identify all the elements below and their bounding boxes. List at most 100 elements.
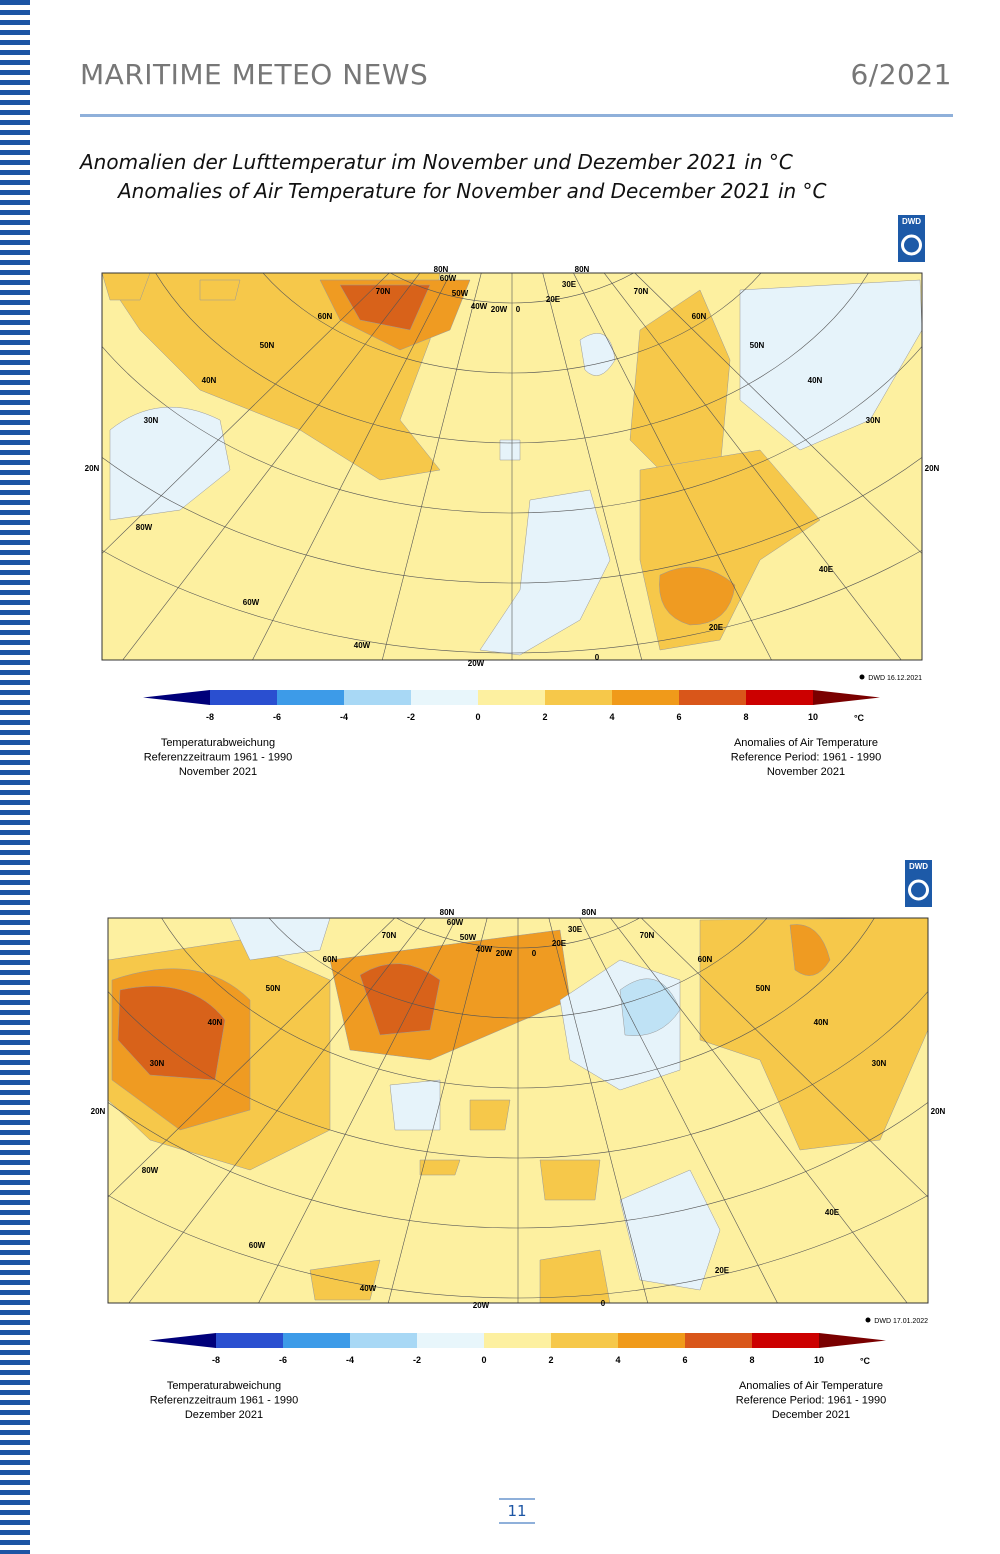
grid-label: 60W: [249, 1241, 266, 1250]
grid-label: 20W: [491, 305, 508, 314]
page-number: 11: [499, 1498, 535, 1524]
anomaly-area: [229, 918, 331, 961]
grid-label: 0: [595, 653, 600, 662]
grid-label: 20N: [931, 1107, 946, 1116]
logo-text: DWD: [909, 862, 928, 871]
colorbar-unit: °C: [860, 1356, 871, 1366]
colorbar-label: 6: [682, 1355, 687, 1365]
longitude-line: [548, 918, 649, 1303]
longitude-line: [252, 273, 451, 660]
longitude-line: [610, 918, 908, 1303]
grid-label: 60W: [243, 598, 260, 607]
anomaly-area: [619, 1169, 721, 1291]
header-rule: [80, 114, 953, 117]
colorbar-label: 0: [481, 1355, 486, 1365]
grid-label: 70N: [640, 931, 655, 940]
colorbar-low-end: [149, 1333, 216, 1348]
grid-label: 60W: [447, 918, 464, 927]
stamp: DWD 17.01.2022: [874, 1318, 928, 1325]
grid-label: 60N: [692, 312, 707, 321]
longitude-line: [573, 273, 772, 660]
anomaly-area: [199, 279, 241, 301]
colorbar-label: 6: [676, 712, 681, 722]
map: [102, 273, 922, 660]
side-stripe: [0, 0, 30, 1554]
longitude-line: [387, 918, 488, 1303]
caption-de: Referenzzeitraum 1961 - 1990: [144, 752, 293, 764]
colorbar-label: -2: [413, 1355, 421, 1365]
grid-label: 20W: [496, 949, 513, 958]
anomaly-area: [309, 1259, 381, 1301]
colorbar-segment: [350, 1333, 417, 1348]
anomaly-area: [539, 1159, 601, 1201]
colorbar-segment: [746, 690, 813, 705]
colorbar-label: 10: [808, 712, 818, 722]
caption-de: Referenzzeitraum 1961 - 1990: [150, 1395, 299, 1407]
longitude-line: [542, 273, 643, 660]
grid-label: 40E: [819, 565, 834, 574]
grid-label: 20E: [552, 939, 567, 948]
grid-label: 50W: [452, 289, 469, 298]
grid-label: 20N: [85, 464, 100, 473]
grid-label: 50N: [756, 984, 771, 993]
colorbar-segment: [545, 690, 612, 705]
anomaly-area: [117, 986, 226, 1081]
map: [108, 918, 928, 1303]
caption-de: Dezember 2021: [185, 1409, 263, 1421]
anomaly-area: [579, 333, 616, 376]
colorbar-high-end: [813, 690, 880, 705]
grid-label: 0: [516, 305, 521, 314]
colorbar-label: -8: [206, 712, 214, 722]
anomaly-area: [539, 1249, 611, 1303]
colorbar-label: 10: [814, 1355, 824, 1365]
anomaly-area: [739, 279, 922, 451]
grid-label: 70N: [634, 287, 649, 296]
anomaly-area: [699, 918, 928, 1151]
caption-en: Anomalies of Air Temperature: [734, 737, 878, 749]
grid-label: 20W: [468, 659, 485, 668]
anomaly-area: [389, 1079, 441, 1131]
colorbar-label: 8: [743, 712, 748, 722]
grid-label: 30N: [144, 416, 159, 425]
colorbar-segment: [752, 1333, 819, 1348]
grid-label: 50W: [460, 933, 477, 942]
heading-de: Anomalien der Lufttemperatur im November…: [80, 150, 793, 174]
colorbar-label: 0: [475, 712, 480, 722]
header-title: MARITIME METEO NEWS: [80, 58, 429, 91]
grid-label: 20W: [473, 1301, 490, 1310]
longitude-line: [128, 918, 426, 1303]
colorbar-label: -4: [340, 712, 348, 722]
grid-label: 30N: [866, 416, 881, 425]
anomaly-area: [479, 489, 611, 656]
grid-label: 30N: [872, 1059, 887, 1068]
stamp-dot: [865, 1317, 871, 1323]
grid-label: 40W: [360, 1284, 377, 1293]
grid-label: 40W: [354, 641, 371, 650]
grid-label: 60N: [323, 955, 338, 964]
longitude-line: [603, 273, 902, 660]
colorbar-segment: [612, 690, 679, 705]
colorbar-segment: [344, 690, 411, 705]
heading-en: Anomalies of Air Temperature for Novembe…: [118, 179, 827, 203]
grid-label: 30N: [150, 1059, 165, 1068]
caption-de: Temperaturabweichung: [167, 1380, 281, 1392]
grid-label: 30E: [568, 925, 583, 934]
colorbar-unit: °C: [854, 713, 865, 723]
longitude-line: [381, 273, 482, 660]
caption-de: Temperaturabweichung: [161, 737, 275, 749]
anomaly-area: [789, 924, 831, 976]
stamp-dot: [859, 674, 865, 680]
grid-label: 0: [601, 1299, 606, 1308]
caption-en: December 2021: [772, 1409, 850, 1421]
longitude-line: [108, 918, 396, 1198]
longitude-line: [579, 918, 778, 1303]
grid-label: 60W: [440, 274, 457, 283]
grid-label: 80N: [575, 265, 590, 274]
caption-en: Reference Period: 1961 - 1990: [736, 1395, 886, 1407]
colorbar-label: -2: [407, 712, 415, 722]
grid-label: 70N: [382, 931, 397, 940]
caption-en: November 2021: [767, 766, 845, 778]
grid-label: 80W: [136, 523, 153, 532]
